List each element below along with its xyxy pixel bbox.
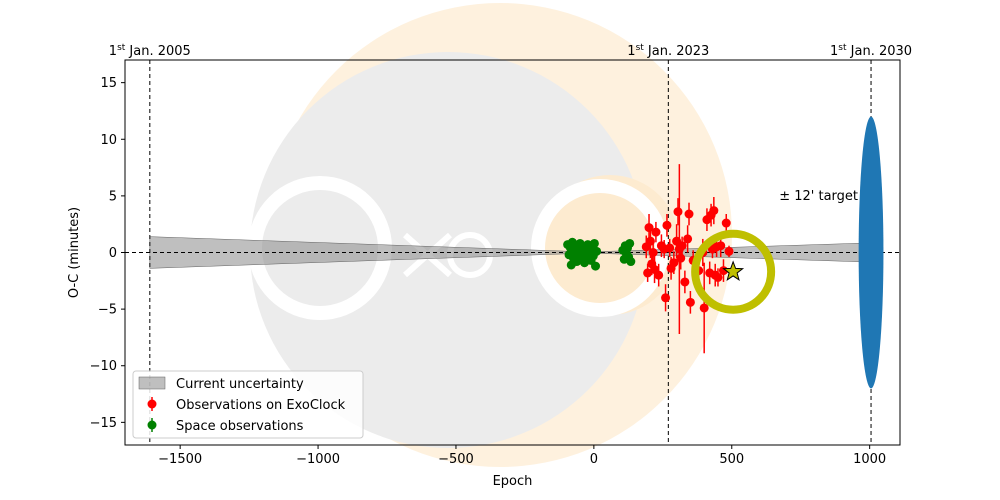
data-point-1-26 xyxy=(592,246,602,256)
x-tick-label-2: −500 xyxy=(438,452,474,467)
data-point-0-2 xyxy=(644,223,654,233)
data-point-0-37 xyxy=(716,241,726,251)
data-point-0-12 xyxy=(662,220,672,230)
target-label: ± 12' target xyxy=(779,189,858,204)
y-tick-label-6: 15 xyxy=(100,76,117,91)
x-tick-label-4: 500 xyxy=(719,452,744,467)
highlight-ring xyxy=(691,229,776,314)
data-point-0-19 xyxy=(676,253,686,263)
data-point-0-40 xyxy=(724,246,734,256)
legend-label-uncertainty: Current uncertainty xyxy=(176,377,304,392)
x-tick-label-5: 1000 xyxy=(853,452,886,467)
legend-marker-0 xyxy=(147,399,157,409)
x-tick-label-0: −1500 xyxy=(158,452,202,467)
data-point-0-24 xyxy=(685,297,695,307)
data-point-0-21 xyxy=(680,277,690,287)
data-point-0-8 xyxy=(654,270,664,280)
y-tick-label-1: −10 xyxy=(90,359,117,374)
legend-marker-1 xyxy=(147,420,157,430)
data-point-0-11 xyxy=(661,293,671,303)
data-point-0-33 xyxy=(709,206,719,216)
x-axis-label: Epoch xyxy=(493,474,533,489)
legend-label-0: Observations on ExoClock xyxy=(176,398,346,413)
data-point-0-39 xyxy=(721,218,731,228)
date-marker-label-1: 1st Jan. 2023 xyxy=(627,43,709,59)
data-point-0-36 xyxy=(713,272,723,282)
x-tick-label-1: −1000 xyxy=(296,452,340,467)
y-tick-label-4: 5 xyxy=(109,189,117,204)
y-tick-label-3: 0 xyxy=(109,246,117,261)
data-point-1-33 xyxy=(625,238,635,248)
legend-box xyxy=(132,370,364,439)
data-point-0-5 xyxy=(648,248,658,257)
data-point-0-22 xyxy=(683,234,693,244)
y-tick-label-5: 10 xyxy=(100,133,117,148)
date-marker-label-0: 1st Jan. 2005 xyxy=(109,43,191,59)
target-ellipse xyxy=(858,116,884,389)
data-point-0-1 xyxy=(643,268,653,278)
x-tick-label-3: 0 xyxy=(590,452,598,467)
y-axis-label: O-C (minutes) xyxy=(67,207,82,298)
data-point-1-25 xyxy=(591,261,601,271)
y-tick-label-2: −5 xyxy=(98,303,117,318)
highlight-star xyxy=(722,260,745,281)
y-tick-label-0: −15 xyxy=(90,416,117,431)
data-point-0-7 xyxy=(651,227,661,237)
legend-label-1: Space observations xyxy=(176,419,304,434)
data-point-0-20 xyxy=(677,241,687,251)
data-point-0-15 xyxy=(669,258,679,268)
data-point-1-24 xyxy=(589,238,599,248)
data-point-0-13 xyxy=(665,243,675,253)
date-marker-label-2: 1st Jan. 2030 xyxy=(830,43,912,59)
data-point-1-34 xyxy=(626,257,636,267)
data-point-0-3 xyxy=(645,236,655,246)
data-point-0-17 xyxy=(673,207,683,217)
data-point-0-23 xyxy=(684,209,694,219)
data-point-0-28 xyxy=(699,303,709,313)
legend-swatch-uncertainty xyxy=(138,376,166,390)
